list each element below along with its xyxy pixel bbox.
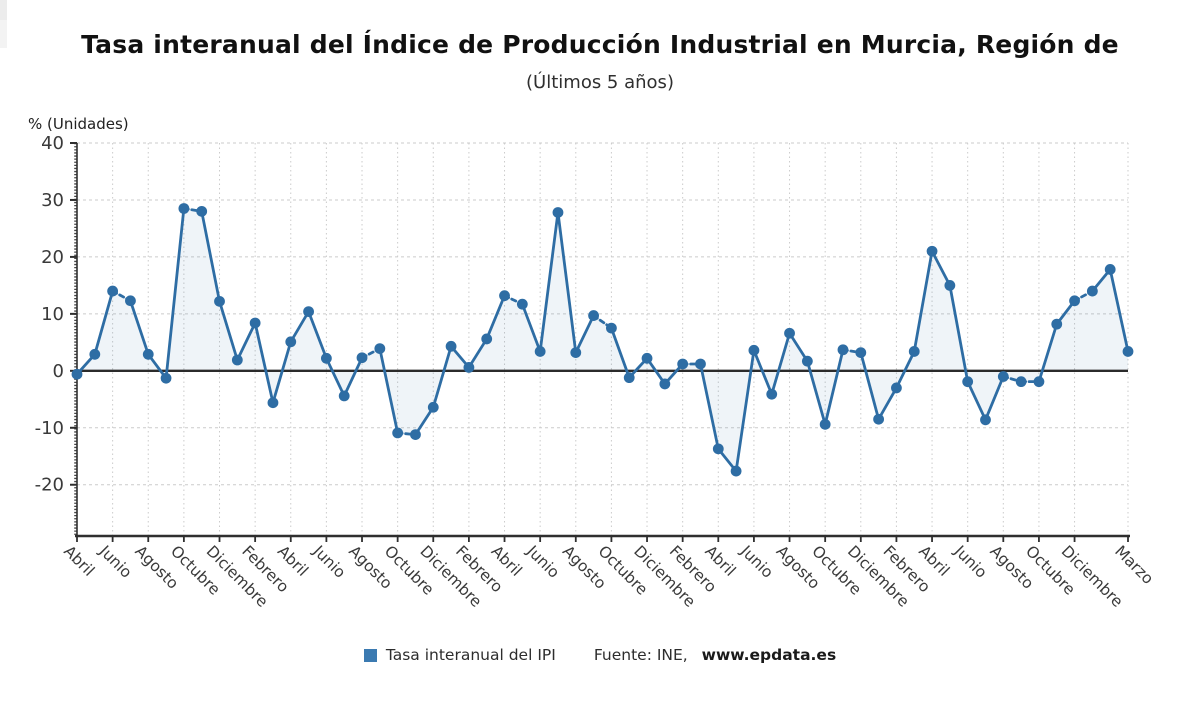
data-point[interactable] xyxy=(659,378,671,390)
legend-label: Tasa interanual del IPI xyxy=(385,646,556,664)
line-chart-canvas[interactable]: 40 30 20 10 0 -10 -20 AbrilJunioAgostoOctubreDi… xyxy=(0,0,1200,640)
data-point[interactable] xyxy=(801,355,813,367)
data-point[interactable] xyxy=(641,352,653,364)
data-point[interactable] xyxy=(837,344,849,356)
data-point[interactable] xyxy=(89,348,101,360)
data-point[interactable] xyxy=(908,346,920,357)
data-point[interactable] xyxy=(178,203,190,214)
data-point[interactable] xyxy=(944,279,956,291)
data-point[interactable] xyxy=(142,348,154,360)
x-axis-label: Junio xyxy=(95,541,135,581)
data-point[interactable] xyxy=(356,352,368,364)
data-point[interactable] xyxy=(926,245,938,257)
data-point[interactable] xyxy=(214,295,225,307)
y-axis-label: 0 xyxy=(53,361,64,382)
data-point[interactable] xyxy=(623,372,635,384)
data-point[interactable] xyxy=(303,306,314,317)
y-axis-label: 40 xyxy=(41,133,64,154)
data-point[interactable] xyxy=(891,382,902,394)
chart-subtitle: (Últimos 5 años) xyxy=(526,72,674,93)
data-point[interactable] xyxy=(873,413,885,425)
y-axis-label: 10 xyxy=(41,304,64,325)
chart-title: Tasa interanual del Índice de Producción… xyxy=(81,30,1119,59)
data-point[interactable] xyxy=(392,427,404,439)
data-point[interactable] xyxy=(267,397,279,409)
data-point[interactable] xyxy=(160,372,172,384)
data-point[interactable] xyxy=(588,310,599,321)
data-point[interactable] xyxy=(1051,318,1063,330)
x-axis-label: Junio xyxy=(309,541,349,581)
y-axis-label: -20 xyxy=(35,475,64,496)
data-point[interactable] xyxy=(71,368,83,380)
series-points xyxy=(71,203,1134,477)
data-point[interactable] xyxy=(1015,376,1027,388)
data-point[interactable] xyxy=(320,352,332,364)
source-note: Fuente: INE, www.epdata.es xyxy=(594,646,836,664)
y-axis-label: -10 xyxy=(35,418,64,439)
data-point[interactable] xyxy=(712,443,724,455)
data-point[interactable] xyxy=(606,322,617,334)
y-axis-label: 20 xyxy=(41,247,64,268)
page-edge-mark-top xyxy=(0,0,7,20)
data-point[interactable] xyxy=(285,336,297,348)
data-point[interactable] xyxy=(338,390,350,402)
data-point[interactable] xyxy=(410,429,421,441)
data-point[interactable] xyxy=(499,290,510,302)
data-point[interactable] xyxy=(516,298,528,310)
data-point[interactable] xyxy=(374,343,386,355)
data-point[interactable] xyxy=(1122,346,1134,357)
x-axis-label: Junio xyxy=(736,541,776,581)
legend-item-ipi[interactable]: Tasa interanual del IPI xyxy=(363,646,556,664)
data-point[interactable] xyxy=(427,401,439,413)
data-point[interactable] xyxy=(1086,285,1098,297)
data-point[interactable] xyxy=(107,285,119,297)
data-point[interactable] xyxy=(249,317,261,329)
data-point[interactable] xyxy=(1104,264,1116,275)
y-axis-label: 30 xyxy=(41,190,64,211)
x-axis-ticks-labels: AbrilJunioAgostoOctubreDiciembreFebreroA… xyxy=(60,536,1157,611)
source-prefix: Fuente: INE, xyxy=(593,646,693,664)
data-point[interactable] xyxy=(997,371,1009,382)
data-point[interactable] xyxy=(1033,376,1045,388)
data-point[interactable] xyxy=(677,358,689,370)
data-point[interactable] xyxy=(534,346,546,357)
data-point[interactable] xyxy=(463,362,475,373)
horizontal-gridlines xyxy=(77,142,1128,486)
x-axis-label: Junio xyxy=(950,541,990,581)
data-point[interactable] xyxy=(748,344,760,356)
data-point[interactable] xyxy=(819,418,831,430)
page-edge-mark xyxy=(0,0,7,48)
legend-swatch-icon xyxy=(363,648,377,662)
data-point[interactable] xyxy=(784,327,795,339)
data-point[interactable] xyxy=(196,205,208,217)
source-link[interactable]: www.epdata.es xyxy=(701,646,837,664)
data-point[interactable] xyxy=(730,465,742,477)
data-point[interactable] xyxy=(980,414,991,426)
data-point[interactable] xyxy=(1069,295,1080,307)
data-point[interactable] xyxy=(962,376,974,388)
data-point[interactable] xyxy=(552,207,564,218)
y-axis-title: % (Unidades) xyxy=(28,115,129,133)
series-area xyxy=(77,208,1128,472)
data-point[interactable] xyxy=(766,388,778,400)
data-point[interactable] xyxy=(695,358,706,370)
x-axis-label: Junio xyxy=(523,541,563,581)
data-point[interactable] xyxy=(481,333,493,345)
data-point[interactable] xyxy=(855,347,867,358)
y-axis-ticks-labels: 40 30 20 10 0 -10 -20 xyxy=(35,133,77,496)
legend: Tasa interanual del IPI Fuente: INE, www… xyxy=(0,646,1200,664)
x-axis-label: Marzo xyxy=(1111,542,1157,588)
x-axis-label: Abril xyxy=(60,542,98,580)
data-point[interactable] xyxy=(231,354,243,366)
data-point[interactable] xyxy=(125,295,136,307)
data-point[interactable] xyxy=(445,340,457,352)
data-point[interactable] xyxy=(570,347,582,358)
